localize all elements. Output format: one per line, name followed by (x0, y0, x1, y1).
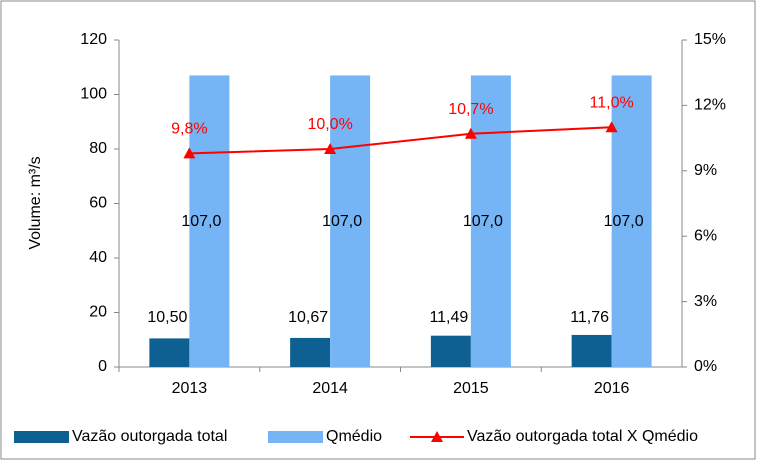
bar (470, 75, 511, 368)
y-tick-label: 0 (98, 358, 107, 375)
y2-tick-label: 9% (694, 162, 717, 179)
line-value-label: 11,0% (590, 94, 634, 111)
line (189, 126, 612, 155)
bar (189, 75, 230, 368)
bar-value-label: 11,49 (429, 309, 468, 326)
y2-tick-label: 15% (694, 31, 726, 48)
line-value-label: 10,0% (307, 116, 352, 133)
bar-value-label: 107,0 (604, 213, 644, 230)
line-marker (324, 143, 337, 154)
y2-tick-label: 6% (694, 227, 717, 244)
bar (290, 337, 331, 367)
bar-value-label: 107,0 (322, 213, 362, 230)
line-marker (605, 121, 618, 133)
bar-value-label: 107,0 (181, 213, 221, 230)
legend-swatch (268, 431, 323, 443)
legend-marker (431, 431, 443, 442)
bar-value-label: 10,67 (288, 309, 328, 326)
line-marker (464, 127, 477, 139)
y2-tick-label: 3% (694, 293, 717, 310)
y-tick-label: 120 (80, 31, 107, 48)
y-tick-label: 100 (80, 86, 107, 103)
legend-label: Vazão outorgada total (72, 428, 227, 445)
bar (571, 334, 612, 367)
y-axis-label: Volume: m³/s (27, 156, 44, 249)
y2-tick-label: 12% (694, 97, 726, 114)
y-tick-label: 40 (89, 249, 107, 266)
bar-value-label: 11,76 (570, 309, 609, 326)
legend-label: Qmédio (326, 428, 382, 445)
bar (149, 338, 190, 367)
bar-value-label: 10,50 (147, 309, 187, 326)
x-tick-label: 2013 (172, 380, 208, 397)
x-tick-label: 2016 (594, 380, 630, 397)
legend-swatch (14, 431, 69, 443)
bar-value-label: 107,0 (463, 213, 503, 230)
line-marker (183, 147, 196, 159)
bar (330, 75, 371, 368)
y-tick-label: 60 (89, 195, 107, 212)
bar (430, 335, 471, 367)
bar (611, 75, 652, 368)
x-tick-label: 2015 (453, 380, 489, 397)
legend-label: Vazão outorgada total X Qmédio (467, 428, 698, 445)
line-value-label: 10,7% (448, 101, 493, 118)
x-tick-label: 2014 (312, 380, 348, 397)
y-tick-label: 20 (89, 304, 107, 321)
line-value-label: 9,8% (171, 121, 207, 138)
y-tick-label: 80 (89, 140, 107, 157)
y2-tick-label: 0% (694, 358, 717, 375)
